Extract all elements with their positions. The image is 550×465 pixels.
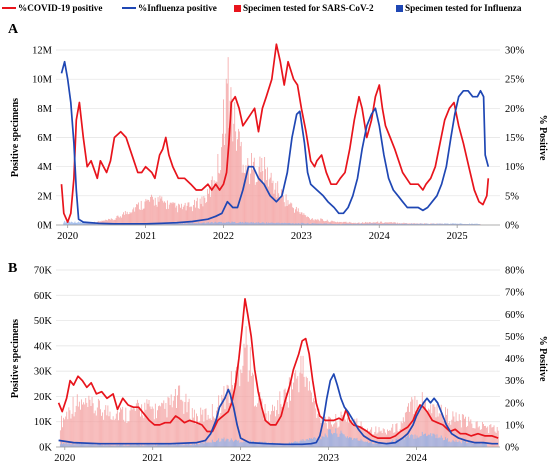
legend-item-covid-line: %COVID-19 positive <box>2 3 102 13</box>
panel-a-series-line <box>60 60 490 225</box>
legend-covid-line-label: %COVID-19 positive <box>18 3 103 13</box>
panel-b-x-tick: 2021 <box>142 453 163 464</box>
panel-b-y-left-tick: 50K <box>34 316 53 327</box>
legend-flu-line-swatch <box>122 7 136 9</box>
panel-b-y-left-tick: 70K <box>34 266 53 277</box>
legend-sars-bar-label: Specimen tested for SARS-CoV-2 <box>243 3 374 13</box>
legend-flu-bar-label: Specimen tested for Influenza <box>405 3 522 13</box>
panel-b-y-left-tick: 40K <box>34 341 53 352</box>
panel-b-y-right-label: % Positive <box>537 336 548 382</box>
panel-b-x-tick: 2024 <box>406 453 428 464</box>
panel-b-y-right-tick: 60% <box>505 310 525 321</box>
panel-b-y-left-tick: 0K <box>39 443 52 454</box>
panel-b-y-right-tick: 50% <box>505 332 525 343</box>
panel-b-y-right-tick: 0% <box>505 443 519 454</box>
panel-b-x-tick: 2022 <box>230 453 251 464</box>
panel-b-y-left-tick: 30K <box>34 367 53 378</box>
legend-sars-bar-swatch <box>234 4 241 12</box>
panel-a-y-left-tick: 10M <box>32 75 53 86</box>
panel-b-x-tick: 2023 <box>318 453 339 464</box>
panel-a-x-tick: 2020 <box>57 231 78 242</box>
panel-a-y-right-tick: 25% <box>505 75 525 86</box>
panel-b-y-left-label: Positive specimens <box>10 319 21 398</box>
panel-b-x-tick: 2020 <box>54 453 75 464</box>
panel-a-x-tick: 2021 <box>135 231 156 242</box>
legend-item-flu-bar: Specimen tested for Influenza <box>396 3 521 13</box>
legend: %COVID-19 positive %Influenza positive S… <box>0 3 550 17</box>
panel-b-y-right-tick: 20% <box>505 398 525 409</box>
panel-a-y-right-tick: 20% <box>505 104 525 115</box>
panel-a-y-right-tick: 10% <box>505 162 525 173</box>
panel-b-y-right-tick: 70% <box>505 288 525 299</box>
panel-b-y-right-tick: 40% <box>505 354 525 365</box>
panel-a-y-right-tick: 30% <box>505 46 525 57</box>
legend-flu-line-label: %Influenza positive <box>138 3 217 13</box>
panel-a-y-left-tick: 6M <box>37 133 52 144</box>
panel-a-y-right-tick: 0% <box>505 221 519 232</box>
panel-b-y-left-tick: 60K <box>34 291 53 302</box>
panel-a-y-left-tick: 8M <box>37 104 52 115</box>
panel-b-y-right-tick: 10% <box>505 420 525 431</box>
panel-a-y-left-tick: 12M <box>32 46 53 57</box>
panel-b-y-right-tick: 80% <box>505 266 525 277</box>
panel-b-y-left-tick: 10K <box>34 417 53 428</box>
panel-a-y-left-label: Positive specimens <box>10 98 21 177</box>
panel-a-y-left-tick: 0M <box>37 221 52 232</box>
panel-b-y-right-tick: 30% <box>505 376 525 387</box>
panel-a-x-tick: 2023 <box>291 231 312 242</box>
panel-a-series-line <box>60 43 490 223</box>
panel-a-y-right-tick: 15% <box>505 133 525 144</box>
panel-a-y-left-tick: 2M <box>37 191 52 202</box>
panel-b-label: B <box>8 261 17 276</box>
legend-flu-bar-swatch <box>396 4 403 12</box>
panel-b-series-line <box>58 373 499 446</box>
legend-item-flu-line: %Influenza positive <box>122 3 217 13</box>
panel-a-label: A <box>8 22 19 37</box>
panel-a-x-tick: 2025 <box>447 231 468 242</box>
panel-b-series-line <box>57 297 499 439</box>
panel-a-x-tick: 2024 <box>369 231 391 242</box>
panel-a-y-left-tick: 4M <box>37 162 52 173</box>
legend-item-sars-bar: Specimen tested for SARS-CoV-2 <box>234 3 374 13</box>
panel-b-y-left-tick: 20K <box>34 392 53 403</box>
panel-a-y-right-label: % Positive <box>537 115 548 161</box>
legend-covid-line-swatch <box>2 7 16 9</box>
panel-a-x-tick: 2022 <box>213 231 234 242</box>
panel-a-y-right-tick: 5% <box>505 191 519 202</box>
